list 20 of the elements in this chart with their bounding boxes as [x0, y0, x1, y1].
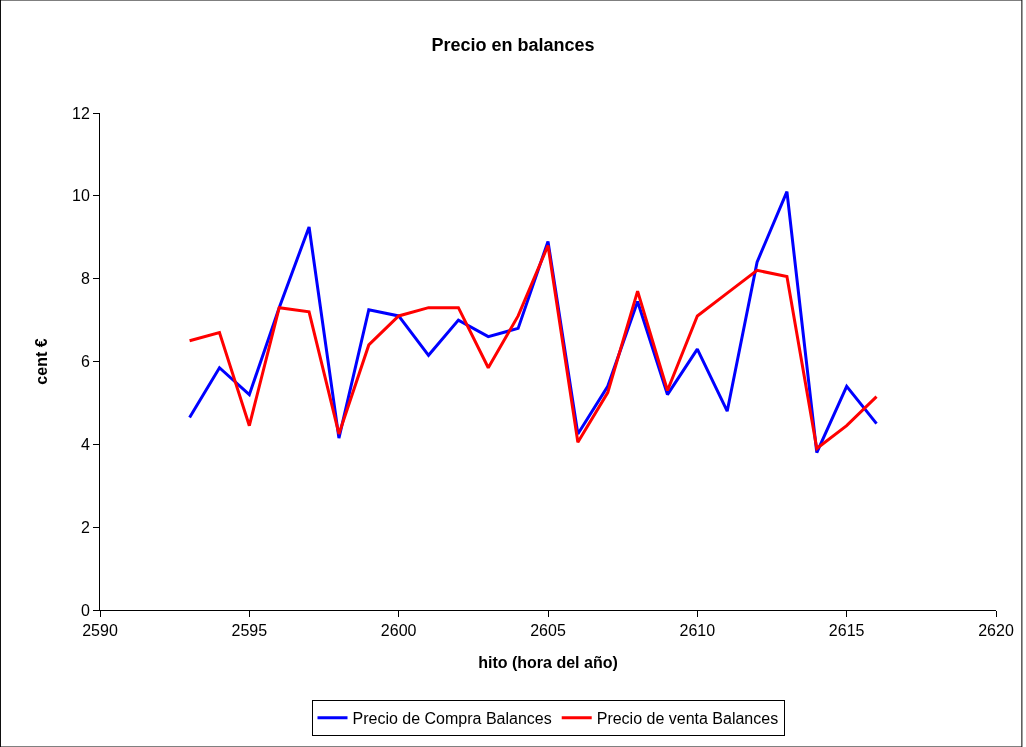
y-tick-label: 6 — [80, 353, 90, 371]
y-axis-title: cent € — [32, 338, 50, 385]
y-tick-label: 4 — [80, 435, 90, 453]
chart-title: Precio en balances — [431, 35, 595, 56]
x-tick-label: 2610 — [679, 622, 716, 640]
x-tick-label: 2595 — [231, 622, 268, 640]
y-tick-label: 10 — [72, 187, 90, 205]
y-tick-label: 8 — [80, 270, 90, 288]
x-tick-label: 2605 — [530, 622, 566, 640]
y-tick-label: 2 — [80, 518, 90, 536]
y-tick-label: 12 — [72, 104, 90, 122]
x-axis-title: hito (hora del año) — [478, 653, 618, 671]
legend-label: Precio de venta Balances — [596, 709, 779, 727]
x-tick-label: 2620 — [978, 622, 1014, 640]
legend-label: Precio de Compra Balances — [352, 709, 552, 727]
line-series — [188, 244, 879, 450]
x-tick-label: 2590 — [82, 622, 118, 640]
x-tick-label: 2615 — [828, 622, 865, 640]
x-tick-label: 2600 — [380, 622, 417, 640]
y-tick-label: 0 — [80, 601, 90, 619]
